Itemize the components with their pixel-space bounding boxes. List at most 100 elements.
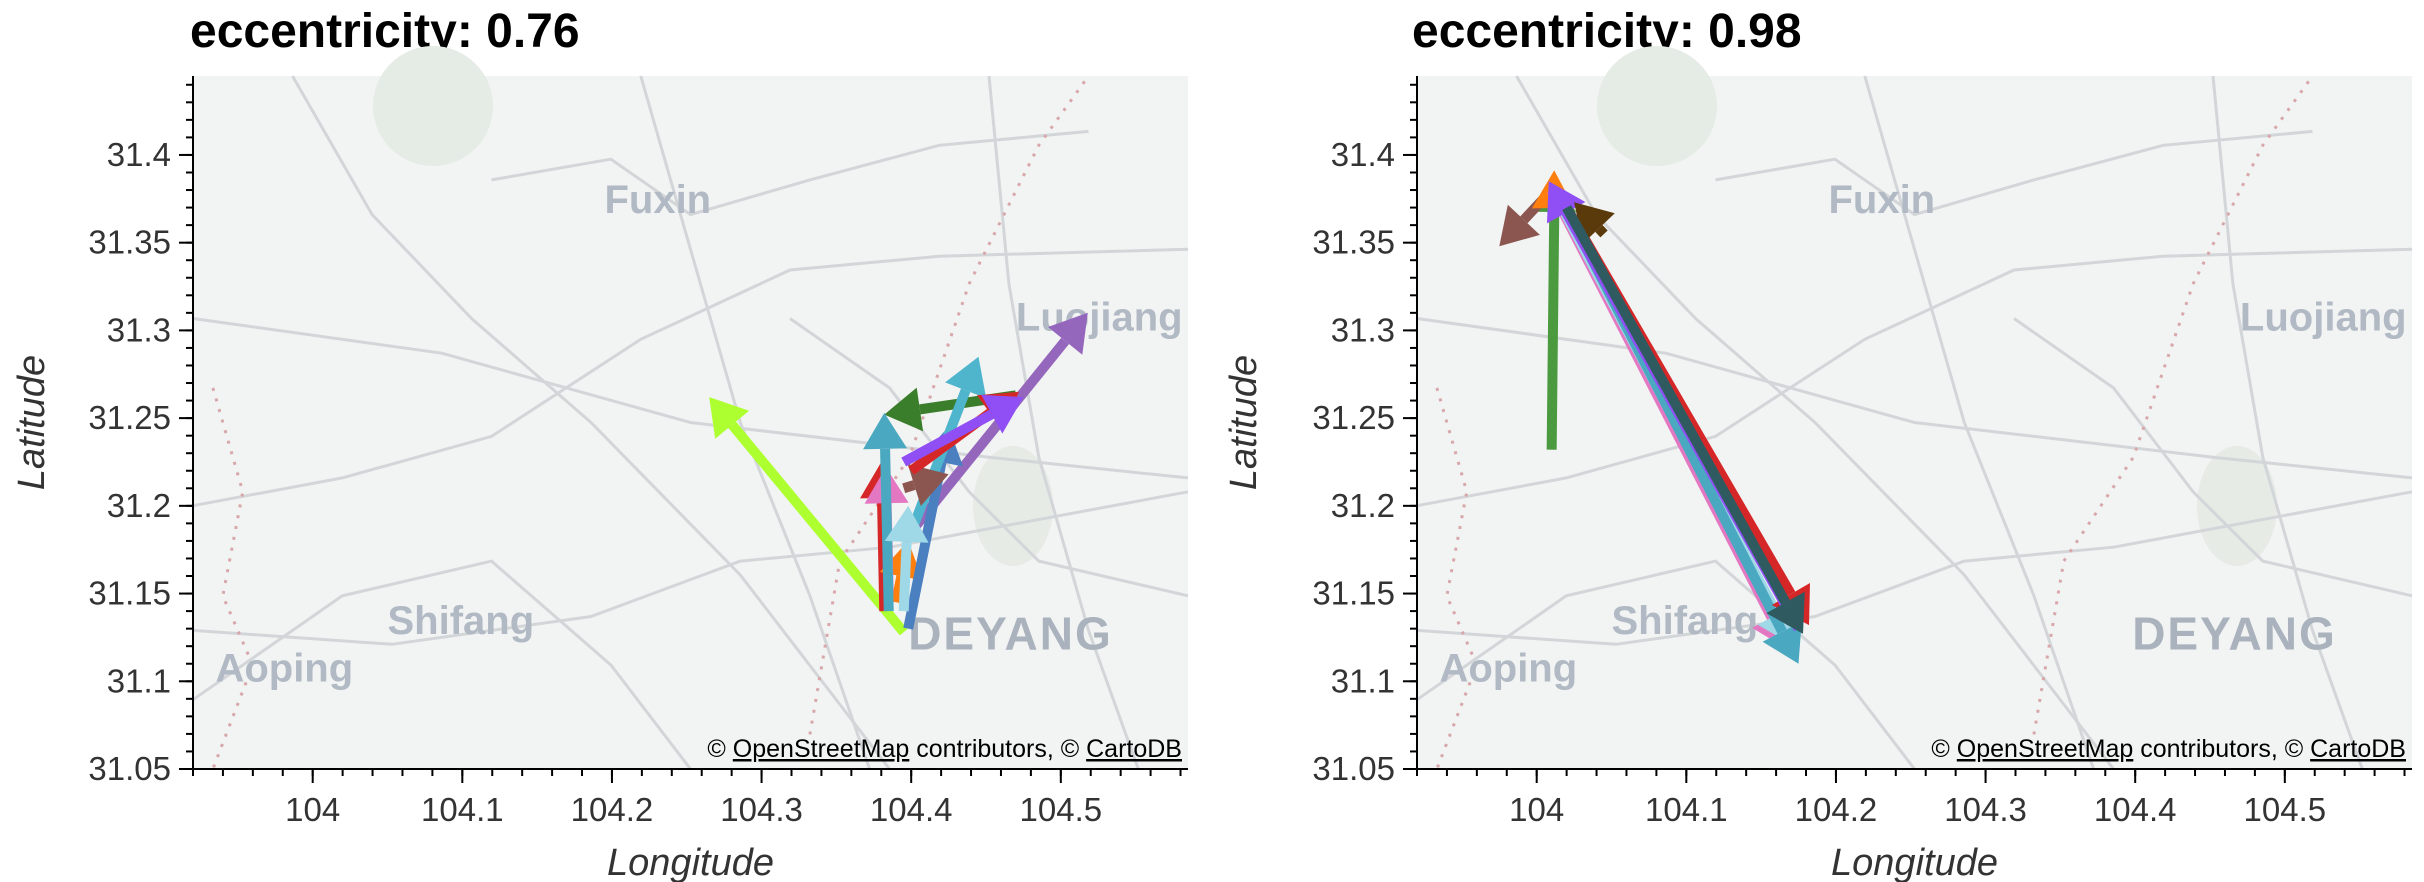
arrow-head [863,412,908,450]
basemap: Fuxin Luojiang Shifang DEYANG Aoping [1416,46,2413,770]
data-arrow [709,397,908,636]
map-place-label: Fuxin [604,178,711,222]
x-tick-label: 104.2 [571,791,654,828]
map-place-label: Shifang [388,599,535,643]
attribution-osm-link[interactable]: OpenStreetMap [733,735,910,763]
arrow-head [709,397,750,439]
arrow-head [884,505,929,543]
x-tick-label: 104.4 [2094,791,2177,828]
map-place-label: DEYANG [908,608,1113,660]
arrow-head [945,356,987,399]
map-road [2013,317,2413,598]
y-tick-label: 31.1 [107,662,171,699]
arrow-shaft [903,461,947,630]
attribution-prefix: © [707,735,732,763]
y-tick-label: 31.35 [88,224,171,261]
x-tick-label: 104.1 [421,791,504,828]
map-road [987,75,1140,770]
map-road [639,75,872,770]
arrow-head [1762,621,1802,664]
map-road [1416,317,2413,480]
map-road [192,247,1189,508]
arrow-shaft [1562,205,1790,605]
y-tick-label: 31.15 [1312,575,1395,612]
chart-panel-left: eccentricity: 0.76 Fuxin Luojiang Shifang D… [11,5,1189,882]
map-road [1416,559,1916,770]
y-axis-label: Latitude [1223,355,1265,490]
arrow-shaft [1595,225,1608,238]
arrow-head [884,387,924,432]
map-road [192,559,692,770]
arrow-head [1766,591,1805,634]
x-tick-label: 104.4 [870,791,953,828]
park-area [1597,46,1717,166]
x-tick-label: 104.5 [1020,791,1103,828]
basemap: Fuxin Luojiang Shifang DEYANG Aoping [192,46,1189,770]
map-road [192,490,1189,646]
arrow-head [1547,181,1586,224]
map-road [1416,247,2413,508]
map-road [1515,75,2115,770]
chart-svg: Fuxin Luojiang Shifang DEYANG Aoping © OpenSt… [11,46,1189,882]
data-arrow [902,464,949,506]
x-axis-label: Longitude [1831,842,1998,882]
y-tick-label: 31.25 [1312,399,1395,436]
map-place-label: Aoping [1439,646,1577,690]
map-attribution: © OpenStreetMap contributors, © CartoDB [1931,735,2406,763]
attribution-middle: contributors, © [2133,735,2310,763]
attribution-osm-link[interactable]: OpenStreetMap [1957,735,2134,763]
arrow-head [1048,312,1088,355]
y-tick-label: 31.2 [1331,487,1395,524]
x-tick-label: 104 [285,791,340,828]
data-arrows [1499,170,1810,664]
map-road [1715,129,2313,217]
arrow-shaft [901,409,995,467]
data-arrow [884,505,929,612]
map-place-label: DEYANG [2132,608,2337,660]
y-axis-label: Latitude [11,355,53,490]
x-tick-label: 104.1 [1645,791,1728,828]
arrow-shaft [1546,211,1560,450]
map-road [192,317,1189,480]
data-arrows [709,312,1088,636]
y-tick-label: 31.25 [88,399,171,436]
y-tick-label: 31.2 [107,487,171,524]
y-tick-label: 31.3 [107,311,171,348]
x-tick-label: 104.5 [2244,791,2327,828]
data-arrow [1562,205,1805,634]
x-tick-label: 104.3 [720,791,803,828]
attribution-middle: contributors, © [909,735,1086,763]
map-road [1863,75,2096,770]
chart-title: eccentricity: 0.76 [190,5,580,58]
x-tick-label: 104.2 [1795,791,1878,828]
map-road [491,129,1089,217]
map-place-label: Shifang [1612,599,1759,643]
arrow-shaft [898,541,912,612]
arrow-head [981,394,1024,434]
arrow-shaft [728,421,908,636]
y-tick-label: 31.35 [1312,224,1395,261]
map-place-label: Luojiang [1016,295,1183,339]
y-tick-label: 31.05 [88,750,171,787]
park-area [973,446,1053,566]
data-arrow [901,394,1024,467]
park-area [2197,446,2277,566]
arrow-head [907,464,949,506]
x-axis-label: Longitude [607,842,774,882]
map-place-label: Aoping [215,646,353,690]
y-tick-label: 31.4 [1331,136,1395,173]
y-tick-label: 31.1 [1331,662,1395,699]
map-place-label: Luojiang [2240,295,2407,339]
chart-panel-right: eccentricity: 0.98 Fuxin Luojiang Shifang D… [1212,0,2424,882]
arrow-shaft [906,388,971,534]
x-tick-label: 104.3 [1944,791,2027,828]
map-road [789,317,1189,598]
map-place-label: Fuxin [1828,178,1935,222]
data-arrow [863,412,908,612]
attribution-carto-link[interactable]: CartoDB [1086,735,1182,763]
arrow-shaft [902,480,916,494]
attribution-carto-link[interactable]: CartoDB [2310,735,2406,763]
x-tick-label: 104 [1509,791,1564,828]
chart-title: eccentricity: 0.98 [1412,5,1802,58]
arrow-shaft [880,448,894,612]
